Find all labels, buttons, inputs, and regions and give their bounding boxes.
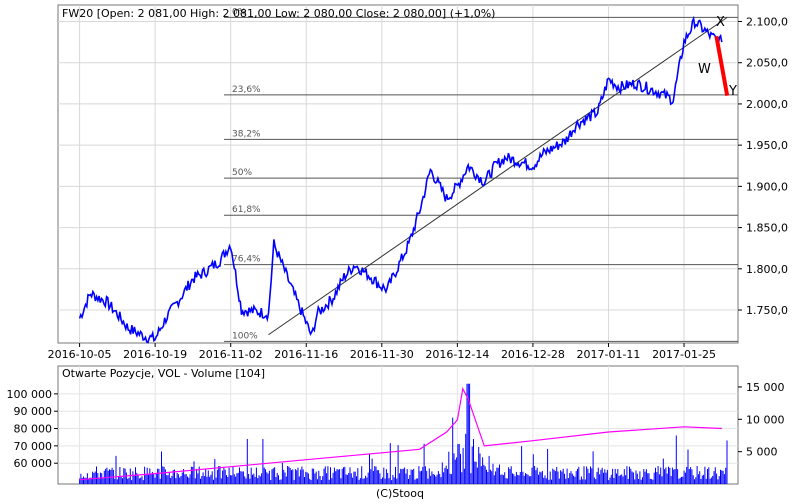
y-tick-label: 1.950,0 [746, 139, 788, 152]
price-y-axis: 2.100,0 2.050,0 2.000,0 1.950,0 1.900,0 1.850… [738, 15, 788, 317]
oi-tick-label: 100 000 [7, 388, 53, 401]
red-segment [714, 35, 730, 97]
annotation-w: W [698, 62, 711, 77]
annotation-y: Y [728, 84, 737, 99]
fib-label: 50% [232, 168, 252, 178]
oi-tick-label: 70 000 [14, 440, 53, 453]
y-tick-label: 2.100,0 [746, 15, 788, 28]
fib-label: 100% [232, 331, 258, 341]
y-tick-label: 2.050,0 [746, 57, 788, 70]
fibonacci-levels: 0% 23,6% 38,2% 50% 61,8% 76,4% 100% [224, 7, 738, 342]
x-tick-label: 2016-11-16 [274, 348, 338, 361]
fib-label: 0% [232, 7, 247, 17]
oi-tick-label: 60 000 [14, 457, 53, 470]
y-tick-label: 1.750,0 [746, 304, 788, 317]
annotation-x: X [716, 15, 725, 30]
x-tick-label: 2016-11-02 [199, 348, 263, 361]
oi-tick-label: 80 000 [14, 423, 53, 436]
y-tick-label: 1.800,0 [746, 263, 788, 276]
price-line [78, 15, 723, 344]
price-series [78, 15, 730, 344]
oi-tick-label: 90 000 [14, 405, 53, 418]
x-tick-label: 2017-01-11 [577, 348, 641, 361]
fib-label: 38,2% [232, 129, 261, 139]
open-interest-axis: 100 000 90 000 80 000 70 000 60 000 [7, 388, 58, 470]
x-tick-label: 2017-01-25 [652, 348, 716, 361]
fib-label: 23,6% [232, 85, 261, 95]
x-tick-label: 2016-12-28 [501, 348, 565, 361]
volume-axis: 15 000 10 000 5 000 [738, 381, 785, 459]
vol-tick-label: 15 000 [746, 381, 785, 394]
price-panel [57, 4, 739, 344]
volume-panel-title: Otwarte Pozycje, VOL - Volume [104] [62, 367, 265, 380]
y-tick-label: 2.000,0 [746, 98, 788, 111]
chart-title: FW20 [Open: 2 081,00 High: 2 081,00 Low:… [62, 7, 495, 20]
x-tick-label: 2016-10-05 [48, 348, 112, 361]
vol-tick-label: 5 000 [746, 446, 778, 459]
y-tick-label: 1.900,0 [746, 180, 788, 193]
x-tick-label: 2016-12-14 [425, 348, 489, 361]
date-x-axis: 2016-10-05 2016-10-19 2016-11-02 2016-11-16… [48, 343, 716, 361]
fib-label: 76,4% [232, 255, 261, 265]
price-grid [58, 5, 738, 343]
open-interest-line [79, 386, 722, 481]
fib-label: 61,8% [232, 205, 261, 215]
vol-tick-label: 10 000 [746, 413, 785, 426]
x-tick-label: 2016-10-19 [123, 348, 187, 361]
y-tick-label: 1.850,0 [746, 222, 788, 235]
open-interest-polyline [79, 386, 722, 481]
x-tick-label: 2016-11-30 [350, 348, 414, 361]
footer-copyright: (C)Stooq [376, 487, 424, 500]
